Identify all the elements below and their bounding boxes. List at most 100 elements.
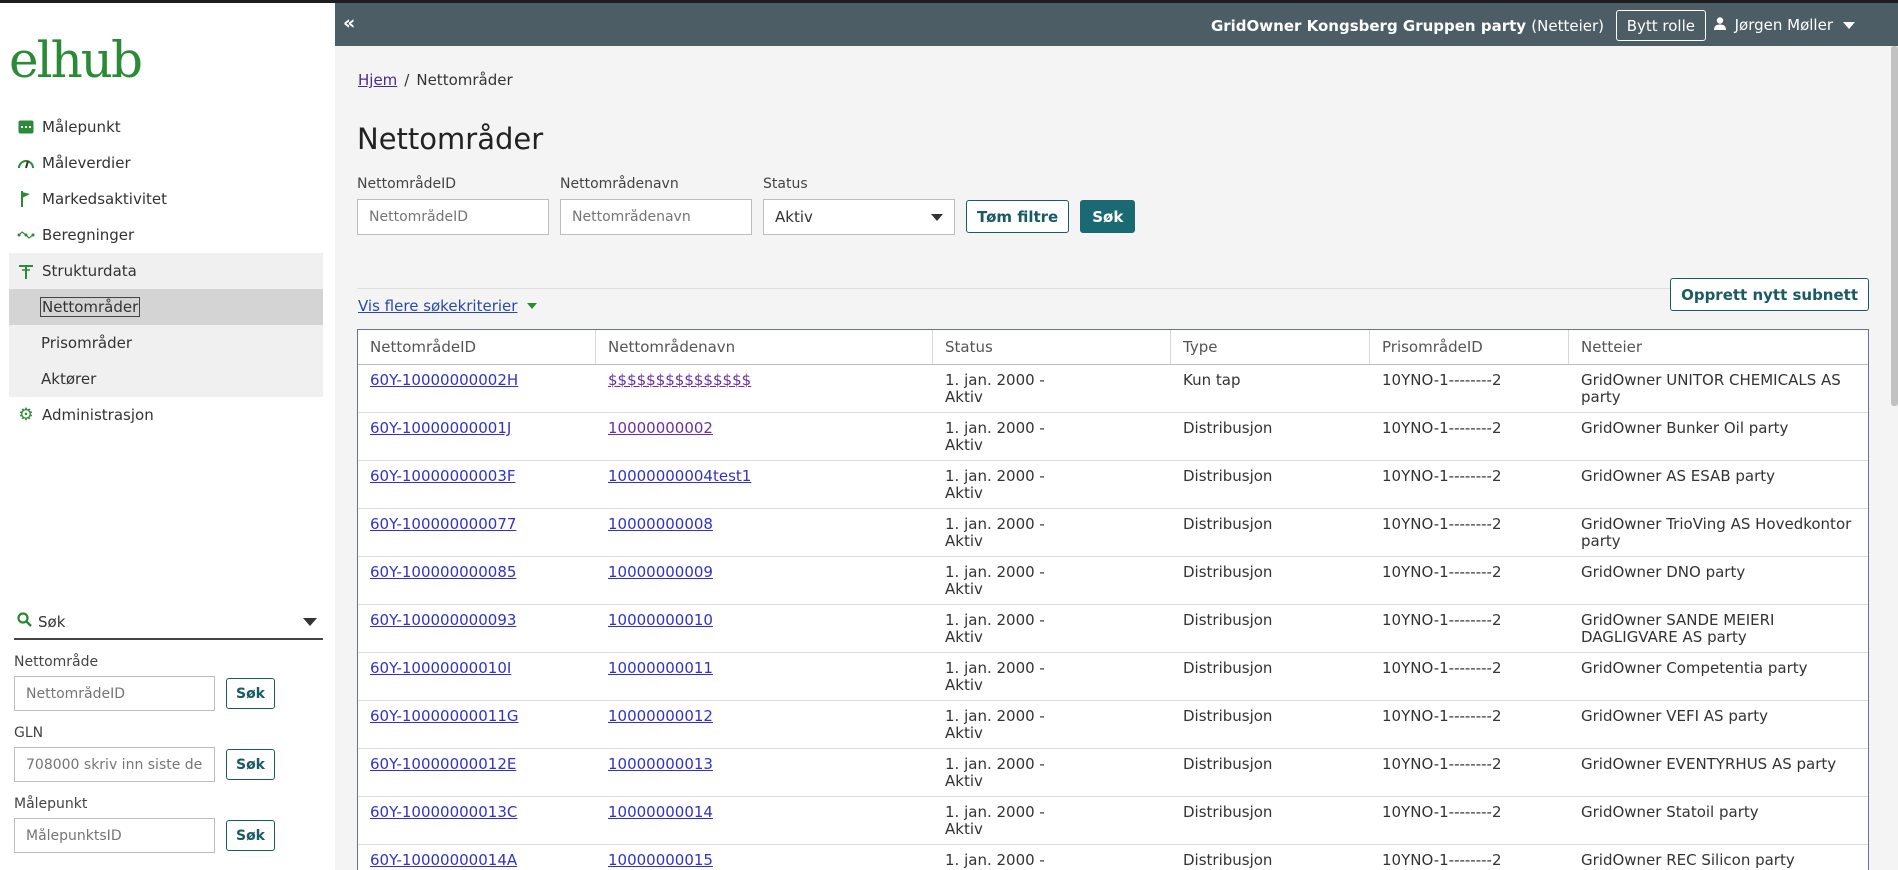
nettomrade-id-link[interactable]: 60Y-10000000003F (370, 467, 516, 485)
nav-item-label: Beregninger (42, 226, 135, 244)
status-period: 1. jan. 2000 - (945, 803, 1045, 821)
column-header-type[interactable]: Type (1171, 330, 1370, 364)
nettomrade-id-link[interactable]: 60Y-10000000012E (370, 755, 517, 773)
clear-filters-button[interactable]: Tøm filtre (966, 200, 1070, 233)
quick-gln-search-button[interactable]: Søk (226, 749, 275, 780)
nettomrade-id-link[interactable]: 60Y-10000000002H (370, 371, 519, 389)
nettomrade-id-link[interactable]: 60Y-10000000001J (370, 419, 512, 437)
nav-subitem-aktorer[interactable]: Aktører (9, 361, 323, 397)
nav-subitem-label: Nettområder (39, 297, 141, 317)
cell-type: Distribusjon (1183, 851, 1273, 869)
cell-price-area: 10YNO-1--------2 (1382, 419, 1502, 437)
cell-type: Distribusjon (1183, 707, 1273, 725)
column-header-id[interactable]: NettområdeID (358, 330, 596, 364)
cell-id: 60Y-100000000093 (358, 605, 596, 652)
nav-item-strukturdata[interactable]: Strukturdata (9, 253, 323, 289)
column-header-owner[interactable]: Netteier (1581, 338, 1643, 356)
page-title: Nettområder (357, 122, 544, 156)
status-period: 1. jan. 2000 - (945, 707, 1045, 725)
quick-nettomrade-input[interactable] (14, 676, 215, 711)
nav-item-markedsaktivitet[interactable]: Markedsaktivitet (9, 181, 323, 217)
nettomrade-name-link[interactable]: 10000000015 (608, 851, 713, 869)
collapse-sidebar-icon[interactable]: « (343, 12, 356, 34)
user-menu[interactable]: Jørgen Møller (1713, 16, 1855, 34)
nav-subitem-prisomrader[interactable]: Prisområder (9, 325, 323, 361)
nettomrade-id-link[interactable]: 60Y-10000000014A (370, 851, 518, 869)
nettomrade-id-link[interactable]: 60Y-10000000010I (370, 659, 512, 677)
breadcrumb-home-link[interactable]: Hjem (358, 71, 398, 89)
cell-owner: GridOwner VEFI AS party (1581, 707, 1768, 725)
cell-owner: GridOwner UNITOR CHEMICALS AS party (1581, 371, 1841, 406)
status-value: Aktiv (945, 820, 983, 838)
nav-item-maleverdier[interactable]: Måleverdier (9, 145, 323, 181)
nettomrade-name-link[interactable]: 10000000013 (608, 755, 713, 773)
table-row: 60Y-10000000003F 10000000004test1 1. jan. … (358, 461, 1868, 509)
nav-item-administrasjon[interactable]: ⚙ Administrasjon (9, 397, 323, 433)
quick-gln-input[interactable] (14, 747, 215, 782)
flag-icon (17, 190, 35, 208)
quick-search-panel: Søk Nettområde Søk GLN Søk Målepunkt Søk (14, 606, 323, 853)
cell-price-area: 10YNO-1--------2 (1382, 755, 1502, 773)
nettomrade-id-link[interactable]: 60Y-10000000011G (370, 707, 519, 725)
swap-role-button[interactable]: Bytt rolle (1615, 10, 1706, 41)
nav-item-label: Strukturdata (42, 262, 137, 280)
filter-name-input[interactable] (560, 199, 752, 235)
search-button[interactable]: Søk (1080, 200, 1136, 233)
nav-item-malepunkt[interactable]: Målepunkt (9, 109, 323, 145)
cell-owner: GridOwner REC Silicon party (1581, 851, 1795, 869)
create-subnet-button[interactable]: Opprett nytt subnett (1670, 278, 1869, 311)
status-period: 1. jan. 2000 - (945, 515, 1045, 533)
quick-malepunkt-search-button[interactable]: Søk (226, 820, 275, 851)
cell-status: 1. jan. 2000 -Aktiv (933, 461, 1171, 508)
nettomrade-name-link[interactable]: 10000000009 (608, 563, 713, 581)
cell-status: 1. jan. 2000 -Aktiv (933, 749, 1171, 796)
table-row: 60Y-10000000010I 10000000011 1. jan. 2000 … (358, 653, 1868, 701)
filter-status-select[interactable]: Aktiv (763, 199, 955, 235)
table-row: 60Y-10000000001J 10000000002 1. jan. 2000 … (358, 413, 1868, 461)
column-header-status[interactable]: Status (933, 330, 1171, 364)
column-header-price-area[interactable]: PrisområdeID (1370, 330, 1569, 364)
nav-group-strukturdata: Strukturdata Nettområder Prisområder Akt… (9, 253, 323, 397)
nettomrade-name-link[interactable]: 10000000014 (608, 803, 713, 821)
cell-status: 1. jan. 2000 -Aktiv (933, 509, 1171, 556)
nettomrade-name-link[interactable]: 10000000004test1 (608, 467, 752, 485)
nettomrade-name-link[interactable]: 10000000011 (608, 659, 713, 677)
nav-subitem-nettomrader[interactable]: Nettområder (9, 289, 323, 325)
nav-subitem-label: Aktører (41, 370, 97, 388)
quick-nettomrade-search-button[interactable]: Søk (226, 678, 275, 709)
nettomrade-name-link[interactable]: 10000000002 (608, 419, 713, 437)
status-value: Aktiv (945, 628, 983, 646)
nettomrade-name-link[interactable]: 10000000008 (608, 515, 713, 533)
cell-id: 60Y-10000000011G (358, 701, 596, 748)
filter-id-input[interactable] (357, 199, 549, 235)
elhub-logo[interactable]: elhub (9, 31, 143, 89)
cell-price-area: 10YNO-1--------2 (1382, 803, 1502, 821)
column-header-name[interactable]: Nettområdenavn (596, 330, 933, 364)
status-value: Aktiv (945, 772, 983, 790)
quick-label-gln: GLN (14, 725, 44, 741)
cell-id: 60Y-10000000012E (358, 749, 596, 796)
page-scrollbar[interactable] (1891, 46, 1898, 406)
cell-status: 1. jan. 2000 -Aktiv (933, 557, 1171, 604)
nav-item-beregninger[interactable]: Beregninger (9, 217, 323, 253)
nettomrade-id-link[interactable]: 60Y-10000000013C (370, 803, 518, 821)
filter-status-label: Status (763, 176, 808, 192)
filter-status-value: Aktiv (775, 208, 813, 226)
cell-price-area: 10YNO-1--------2 (1382, 515, 1502, 533)
chevron-down-icon (1843, 21, 1855, 29)
more-criteria-toggle[interactable]: Vis flere søkekriterier (358, 297, 538, 315)
status-value: Aktiv (945, 580, 983, 598)
quick-search-toggle[interactable]: Søk (14, 606, 323, 640)
quick-malepunkt-input[interactable] (14, 818, 215, 853)
nettomrade-name-link[interactable]: 10000000012 (608, 707, 713, 725)
nettomrade-id-link[interactable]: 60Y-100000000077 (370, 515, 517, 533)
nettomrade-id-link[interactable]: 60Y-100000000093 (370, 611, 517, 629)
status-period: 1. jan. 2000 - (945, 755, 1045, 773)
status-period: 1. jan. 2000 - (945, 371, 1045, 389)
table-row: 60Y-10000000012E 10000000013 1. jan. 2000 … (358, 749, 1868, 797)
status-period: 1. jan. 2000 - (945, 659, 1045, 677)
nettomrade-name-link[interactable]: 10000000010 (608, 611, 713, 629)
nav-subitem-label: Prisområder (41, 334, 132, 352)
nettomrade-name-link[interactable]: $$$$$$$$$$$$$$$ (608, 371, 752, 389)
nettomrade-id-link[interactable]: 60Y-100000000085 (370, 563, 517, 581)
